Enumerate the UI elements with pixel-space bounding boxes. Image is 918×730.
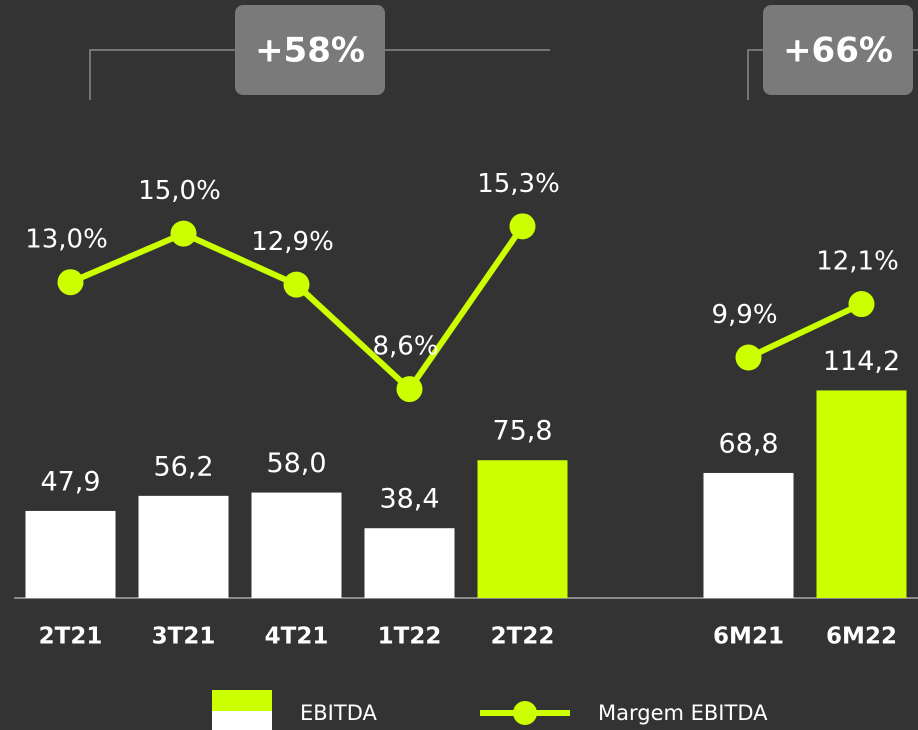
bar-value-label: 47,9 [40,466,100,497]
bar [816,390,907,598]
bar-value-label: 38,4 [379,484,439,515]
legend-swatch [513,701,537,725]
legend-swatch [212,690,272,711]
line-point [848,291,875,318]
annotation: +58% [255,31,365,71]
line-point [396,376,423,403]
line-value-label: 15,0% [138,176,221,206]
legend-label: EBITDA [300,701,377,725]
bar-value-label: 75,8 [492,416,552,447]
annotation-box [235,5,385,95]
legend-label: Margem EBITDA [598,701,768,725]
bar-value-label: 58,0 [266,448,326,479]
bar [251,492,342,598]
annotation: +66% [783,31,893,71]
x-tick-label: 4T21 [265,624,329,650]
x-tick-label: 1T22 [378,624,442,650]
x-tick-label: 6M21 [713,624,784,650]
bar [364,528,455,598]
x-tick-label: 2T22 [491,624,555,650]
line-value-label: 15,3% [477,169,560,199]
line-point [735,344,762,371]
x-tick-label: 6M22 [826,624,897,650]
line-value-label: 9,9% [711,300,777,330]
annotation-box [763,5,913,95]
legend: EBITDA Margem EBITDA [212,690,768,730]
bar [703,472,794,598]
line-point [170,220,197,247]
bar [25,510,116,598]
bar [477,460,568,598]
bar-value-label: 114,2 [823,346,900,377]
line-value-label: 8,6% [372,332,438,362]
line-value-label: 13,0% [25,225,108,255]
line-value-label: 12,9% [251,227,334,257]
bar-value-label: 68,8 [718,428,778,459]
bar-value-label: 56,2 [153,451,213,482]
bar [138,495,229,598]
x-tick-label: 2T21 [39,624,103,650]
line-point [57,269,84,296]
line-point [283,271,310,298]
bracket [89,49,550,100]
x-tick-label: 3T21 [152,624,216,650]
line-point [509,213,536,240]
legend-swatch [212,711,272,730]
line-value-label: 12,1% [816,247,899,277]
